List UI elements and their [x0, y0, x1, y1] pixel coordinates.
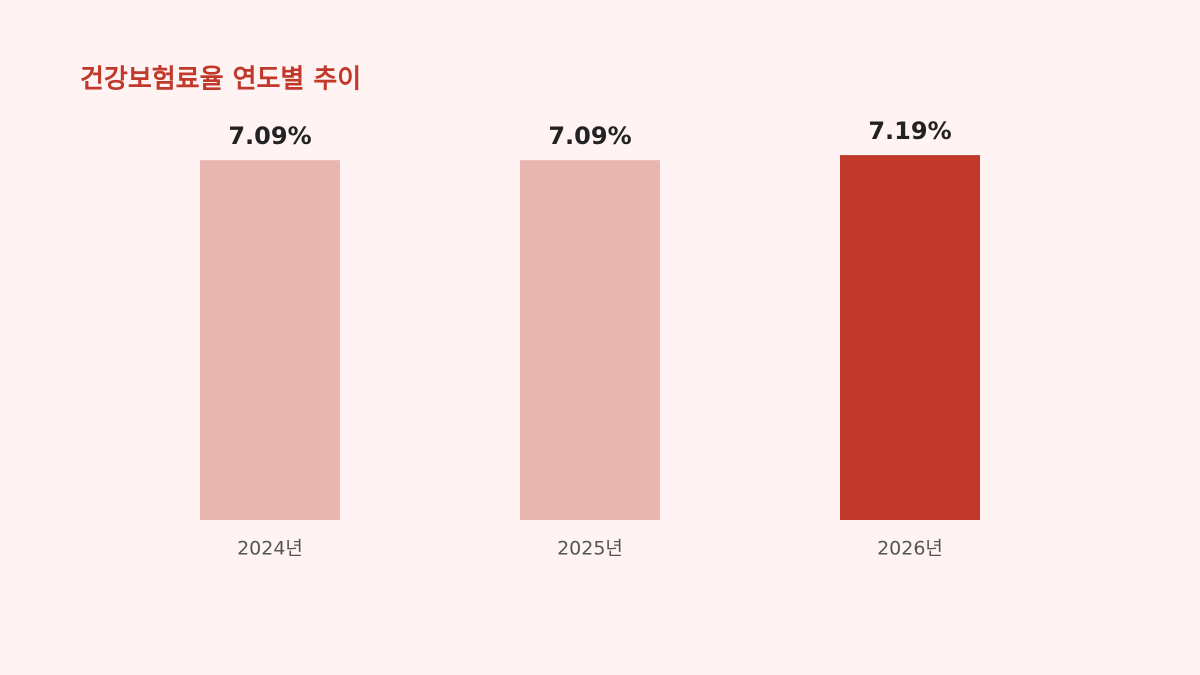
value-label: 7.09%: [228, 122, 311, 150]
value-label: 7.09%: [548, 122, 631, 150]
x-tick-label: 2026년: [877, 538, 943, 560]
x-tick-label: 2025년: [557, 538, 623, 560]
chart-title: 건강보험료율 연도별 추이: [80, 65, 361, 95]
value-label: 7.19%: [868, 117, 951, 145]
x-tick-label: 2024년: [237, 538, 303, 560]
bar: [200, 160, 340, 520]
bar: [520, 160, 660, 520]
bar: [840, 155, 980, 521]
